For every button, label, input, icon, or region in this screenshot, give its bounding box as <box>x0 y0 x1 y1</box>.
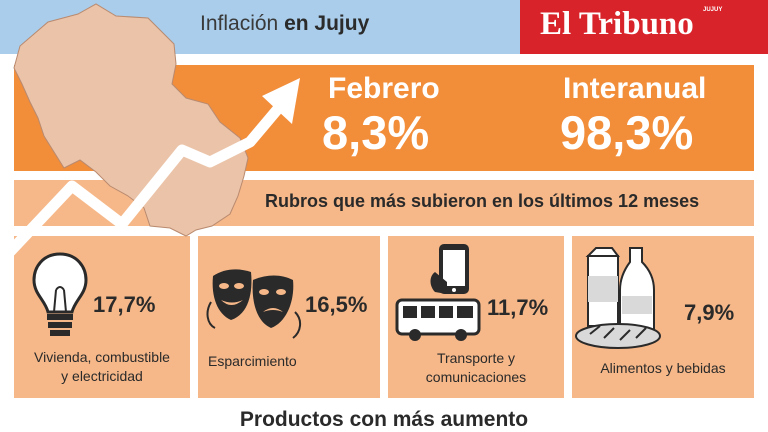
groceries-icon <box>575 247 661 349</box>
title-normal: Inflación <box>200 12 285 35</box>
category-caption-line1: Alimentos y bebidas <box>600 360 726 376</box>
monthly-label: Febrero <box>328 72 440 105</box>
category-percent-alimentos: 7,9% <box>684 300 735 325</box>
category-caption-line1: Transporte y <box>436 350 516 366</box>
trend-arrow-icon <box>0 78 300 262</box>
category-caption-line2: comunicaciones <box>425 369 527 385</box>
title-bold: en Jujuy <box>284 12 370 35</box>
category-percent-transporte: 11,7% <box>487 295 549 320</box>
category-caption-line1: Vivienda, combustible <box>34 349 170 365</box>
category-caption-vivienda: Vivienda, combustible y electricidad <box>14 348 190 386</box>
brand-logo: El Tribuno JUJUY <box>520 0 768 54</box>
rubros-title: Rubros que más subieron en los últimos 1… <box>265 191 700 211</box>
theater-masks-icon <box>206 269 301 339</box>
bus-phone-icon <box>395 244 481 341</box>
monthly-value: 8,3% <box>322 106 430 159</box>
category-percent-vivienda: 17,7% <box>93 292 156 317</box>
page-title: Inflación en Jujuy <box>200 12 369 36</box>
category-caption-esparcimiento: Esparcimiento <box>208 352 297 371</box>
category-caption-transporte: Transporte y comunicaciones <box>388 349 564 387</box>
products-title: Productos con más aumento <box>239 408 529 431</box>
brand-name: El Tribuno <box>540 6 694 42</box>
category-caption-line1: Esparcimiento <box>208 353 297 369</box>
category-percent-esparcimiento: 16,5% <box>305 292 368 317</box>
jujuy-map-icon <box>13 3 249 237</box>
brand-region: JUJUY <box>703 7 723 13</box>
category-caption-line2: y electricidad <box>61 368 143 384</box>
yearly-label: Interanual <box>563 72 707 105</box>
yearly-value: 98,3% <box>560 106 694 159</box>
category-caption-alimentos: Alimentos y bebidas <box>572 359 754 378</box>
light-bulb-icon <box>32 252 88 336</box>
